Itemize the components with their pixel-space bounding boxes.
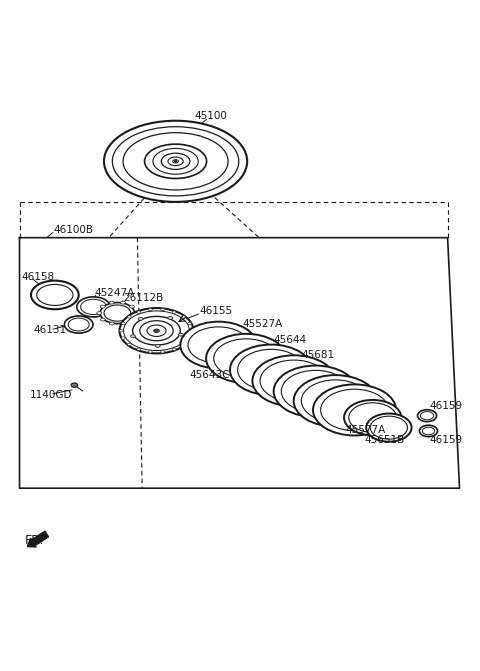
Ellipse shape [313, 384, 396, 435]
Ellipse shape [138, 317, 143, 320]
Ellipse shape [168, 317, 173, 319]
Ellipse shape [137, 348, 141, 350]
Text: 46131: 46131 [34, 325, 67, 335]
Text: 45651B: 45651B [364, 435, 404, 444]
Text: 45577A: 45577A [345, 425, 385, 435]
Ellipse shape [260, 360, 328, 402]
Text: 46100B: 46100B [54, 225, 94, 235]
Text: 45681: 45681 [301, 350, 334, 360]
Ellipse shape [128, 316, 132, 318]
Ellipse shape [188, 337, 192, 340]
Text: 46158: 46158 [22, 272, 55, 282]
Ellipse shape [31, 280, 79, 309]
Ellipse shape [128, 344, 132, 346]
Ellipse shape [180, 321, 257, 368]
Ellipse shape [174, 160, 177, 162]
Text: 45644: 45644 [274, 336, 307, 346]
Ellipse shape [344, 400, 401, 435]
Ellipse shape [153, 148, 198, 174]
Text: 45247A: 45247A [95, 288, 135, 297]
Ellipse shape [181, 316, 185, 318]
Ellipse shape [77, 297, 110, 317]
Ellipse shape [130, 318, 134, 321]
Ellipse shape [121, 322, 125, 325]
Text: 46155: 46155 [199, 306, 233, 315]
Text: 46159: 46159 [429, 435, 462, 444]
Ellipse shape [100, 305, 105, 308]
Ellipse shape [81, 299, 107, 315]
Ellipse shape [64, 316, 93, 333]
Ellipse shape [349, 403, 396, 432]
Ellipse shape [281, 370, 349, 413]
Ellipse shape [321, 389, 388, 431]
Ellipse shape [172, 348, 176, 350]
Ellipse shape [366, 413, 411, 442]
Ellipse shape [422, 427, 435, 435]
Ellipse shape [137, 311, 141, 313]
Ellipse shape [230, 345, 312, 395]
Ellipse shape [156, 344, 160, 348]
Ellipse shape [100, 318, 105, 321]
Ellipse shape [206, 334, 286, 383]
Ellipse shape [238, 350, 304, 391]
Text: 46159: 46159 [429, 401, 462, 411]
Ellipse shape [71, 383, 78, 387]
Ellipse shape [112, 127, 239, 196]
Ellipse shape [68, 318, 89, 331]
Ellipse shape [104, 305, 131, 321]
Ellipse shape [214, 339, 279, 378]
Ellipse shape [119, 329, 123, 332]
Ellipse shape [131, 335, 135, 338]
Ellipse shape [190, 329, 194, 332]
Ellipse shape [161, 153, 190, 169]
Ellipse shape [172, 311, 176, 313]
Text: 45100: 45100 [195, 111, 228, 121]
FancyArrow shape [27, 531, 48, 547]
Ellipse shape [252, 356, 336, 407]
Ellipse shape [188, 322, 192, 325]
Ellipse shape [179, 333, 183, 336]
Ellipse shape [154, 329, 159, 332]
Ellipse shape [420, 411, 434, 420]
Ellipse shape [173, 160, 179, 163]
Ellipse shape [123, 133, 228, 190]
Ellipse shape [294, 375, 377, 427]
Ellipse shape [120, 308, 193, 354]
Ellipse shape [120, 322, 125, 325]
Ellipse shape [120, 301, 125, 304]
Text: 26112B: 26112B [123, 293, 163, 303]
Ellipse shape [130, 305, 134, 308]
Ellipse shape [104, 121, 247, 202]
Text: FR.: FR. [24, 534, 44, 548]
Ellipse shape [97, 311, 102, 315]
Ellipse shape [418, 410, 437, 421]
Ellipse shape [109, 322, 114, 325]
Ellipse shape [133, 311, 138, 315]
Ellipse shape [301, 380, 370, 422]
Ellipse shape [148, 351, 152, 353]
Ellipse shape [132, 317, 180, 345]
Ellipse shape [123, 311, 190, 350]
Ellipse shape [161, 351, 165, 353]
Ellipse shape [121, 337, 125, 340]
Ellipse shape [370, 416, 408, 439]
Ellipse shape [168, 157, 183, 166]
Text: 45527A: 45527A [242, 319, 283, 329]
Ellipse shape [274, 366, 357, 417]
Text: 45643C: 45643C [190, 370, 230, 380]
Ellipse shape [188, 327, 249, 363]
Ellipse shape [36, 285, 73, 305]
Ellipse shape [109, 301, 114, 304]
Text: 1140GD: 1140GD [30, 390, 72, 400]
Ellipse shape [144, 144, 206, 178]
Ellipse shape [100, 303, 134, 323]
Ellipse shape [147, 325, 166, 336]
Ellipse shape [181, 344, 185, 346]
Ellipse shape [140, 321, 173, 341]
Ellipse shape [161, 309, 165, 311]
Ellipse shape [420, 425, 438, 437]
Ellipse shape [148, 309, 152, 311]
